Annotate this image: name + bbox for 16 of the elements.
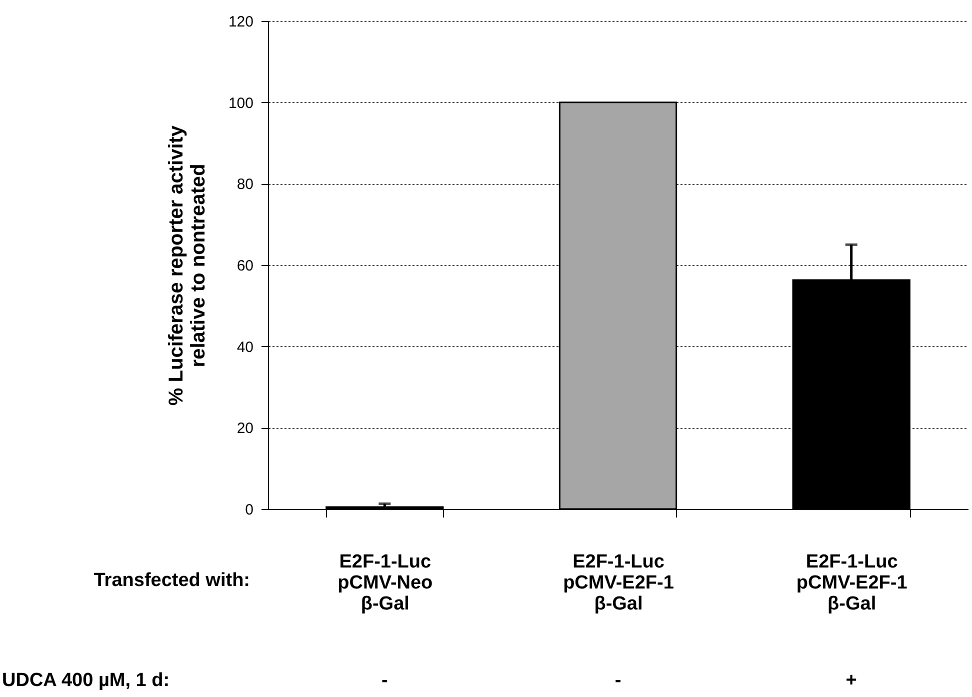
y-tick-label: 120 xyxy=(228,14,254,30)
y-tick-label: 60 xyxy=(236,258,254,274)
text: + xyxy=(846,670,857,691)
text: UDCA 400 µM, 1 d: xyxy=(2,670,170,691)
x-tick-label: E2F-1-Luc pCMV-Neo β-Gal xyxy=(338,552,433,614)
x-tick-label: E2F-1-Luc pCMV-E2F-1 β-Gal xyxy=(563,552,674,614)
y-tick-label: 20 xyxy=(236,420,254,438)
y-tick-label: 0 xyxy=(245,502,254,518)
y-tick-label: 80 xyxy=(236,176,254,194)
y-tick-label: 40 xyxy=(236,338,254,356)
text: - xyxy=(614,670,622,691)
text: Transfected with: xyxy=(94,570,250,591)
text: - xyxy=(382,670,388,691)
x-tick-label: E2F-1-Luc pCMV-E2F-1 β-Gal xyxy=(796,552,908,614)
y-tick-label: 100 xyxy=(228,94,254,112)
y-axis-title: % Luciferase reporter activity relative to nontreated xyxy=(165,124,210,406)
